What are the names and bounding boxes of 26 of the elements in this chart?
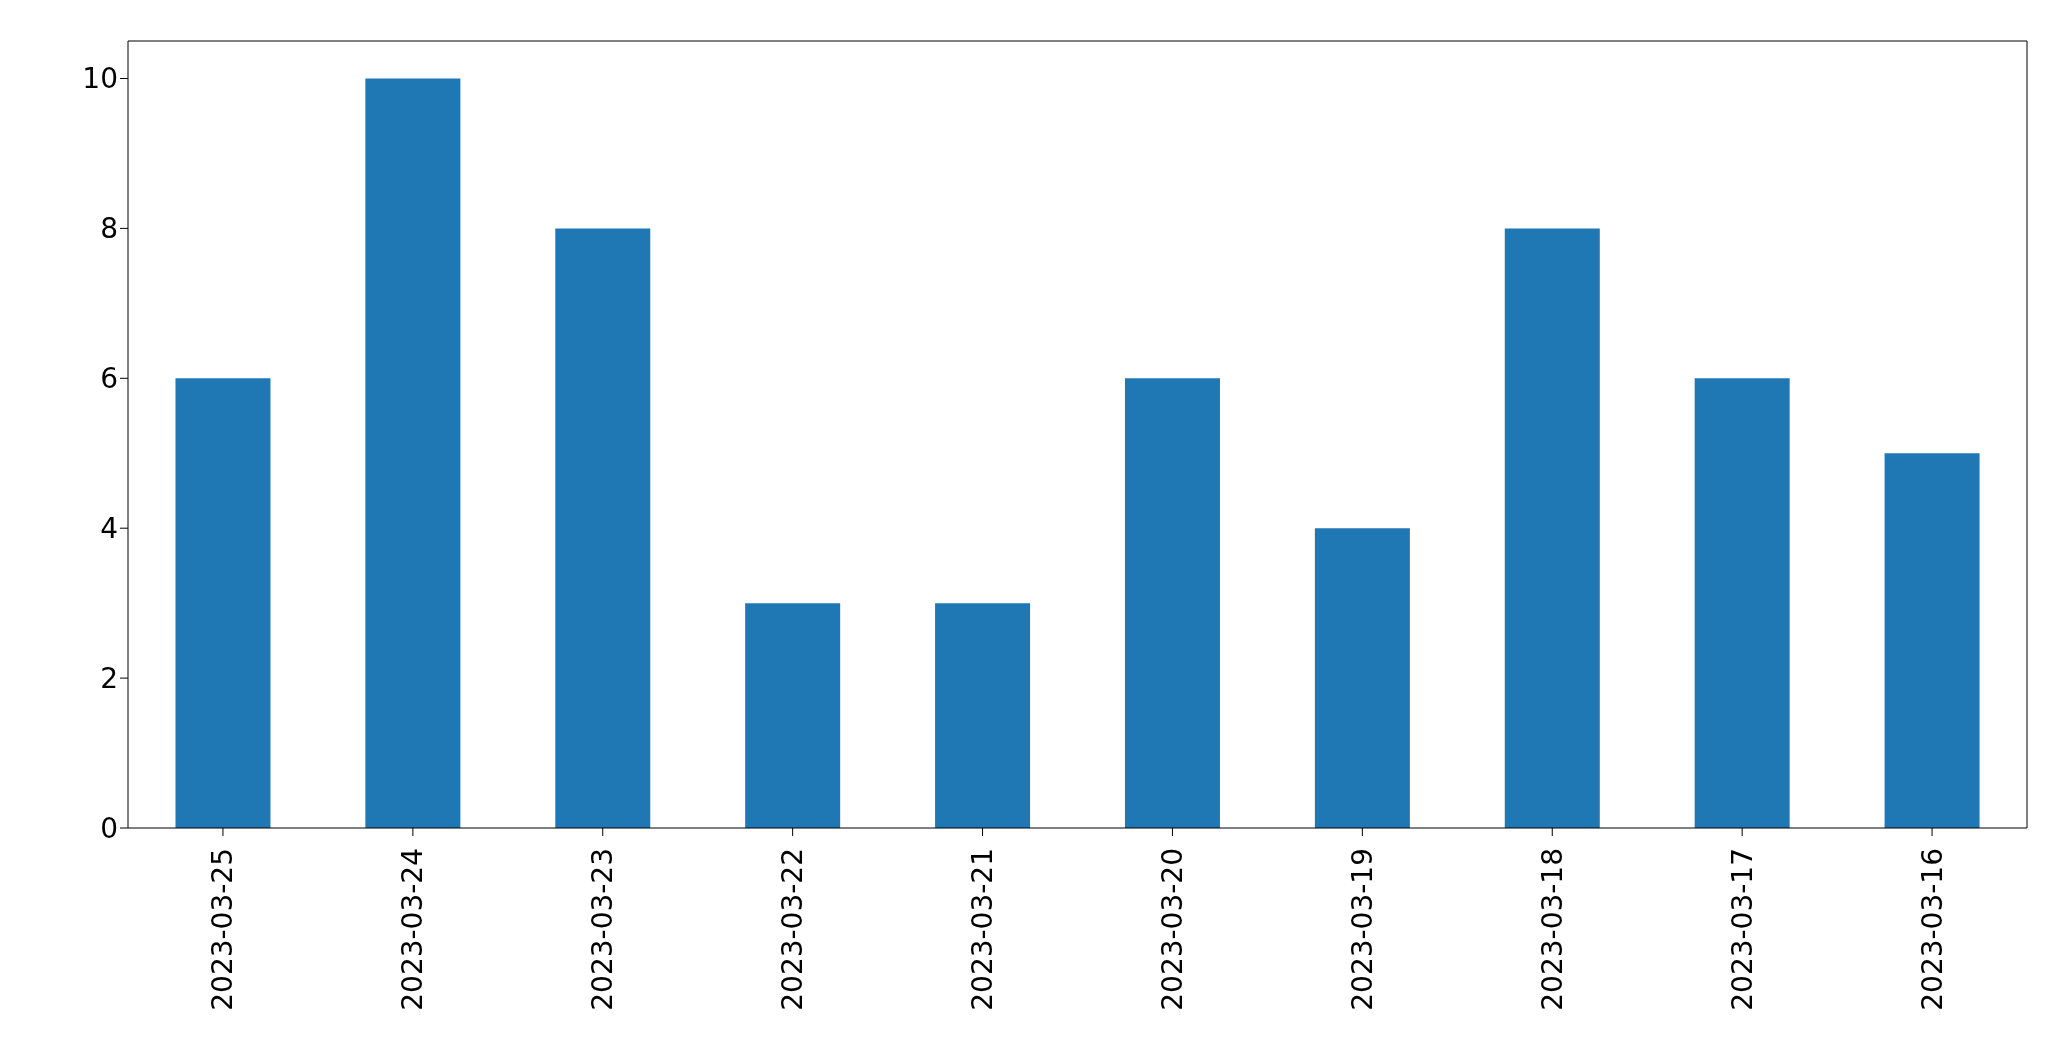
bar bbox=[1884, 453, 1980, 828]
x-tick-label: 2023-03-21 bbox=[966, 848, 1000, 1011]
bar bbox=[745, 603, 841, 828]
bar bbox=[1504, 228, 1600, 828]
bar bbox=[1314, 528, 1410, 828]
x-tick-label: 2023-03-19 bbox=[1345, 848, 1379, 1011]
x-tick-label: 2023-03-17 bbox=[1725, 848, 1759, 1011]
x-tick-label: 2023-03-24 bbox=[396, 848, 430, 1011]
bar bbox=[175, 378, 271, 828]
bar bbox=[935, 603, 1031, 828]
y-tick-label: 0 bbox=[100, 811, 118, 845]
bar bbox=[555, 228, 651, 828]
x-tick-label: 2023-03-18 bbox=[1535, 848, 1569, 1011]
y-tick-label: 4 bbox=[100, 512, 118, 546]
x-tick-label: 2023-03-20 bbox=[1155, 848, 1189, 1011]
x-tick-label: 2023-03-22 bbox=[776, 848, 810, 1011]
x-tick-label: 2023-03-16 bbox=[1915, 848, 1949, 1011]
x-tick-label: 2023-03-25 bbox=[206, 848, 240, 1011]
bar bbox=[365, 78, 461, 828]
y-tick-label: 8 bbox=[100, 212, 118, 246]
bar bbox=[1694, 378, 1790, 828]
x-tick-label: 2023-03-23 bbox=[586, 848, 620, 1011]
y-tick-label: 6 bbox=[100, 362, 118, 396]
y-tick-label: 2 bbox=[100, 662, 118, 696]
y-tick-label: 10 bbox=[82, 62, 118, 96]
bar bbox=[1124, 378, 1220, 828]
